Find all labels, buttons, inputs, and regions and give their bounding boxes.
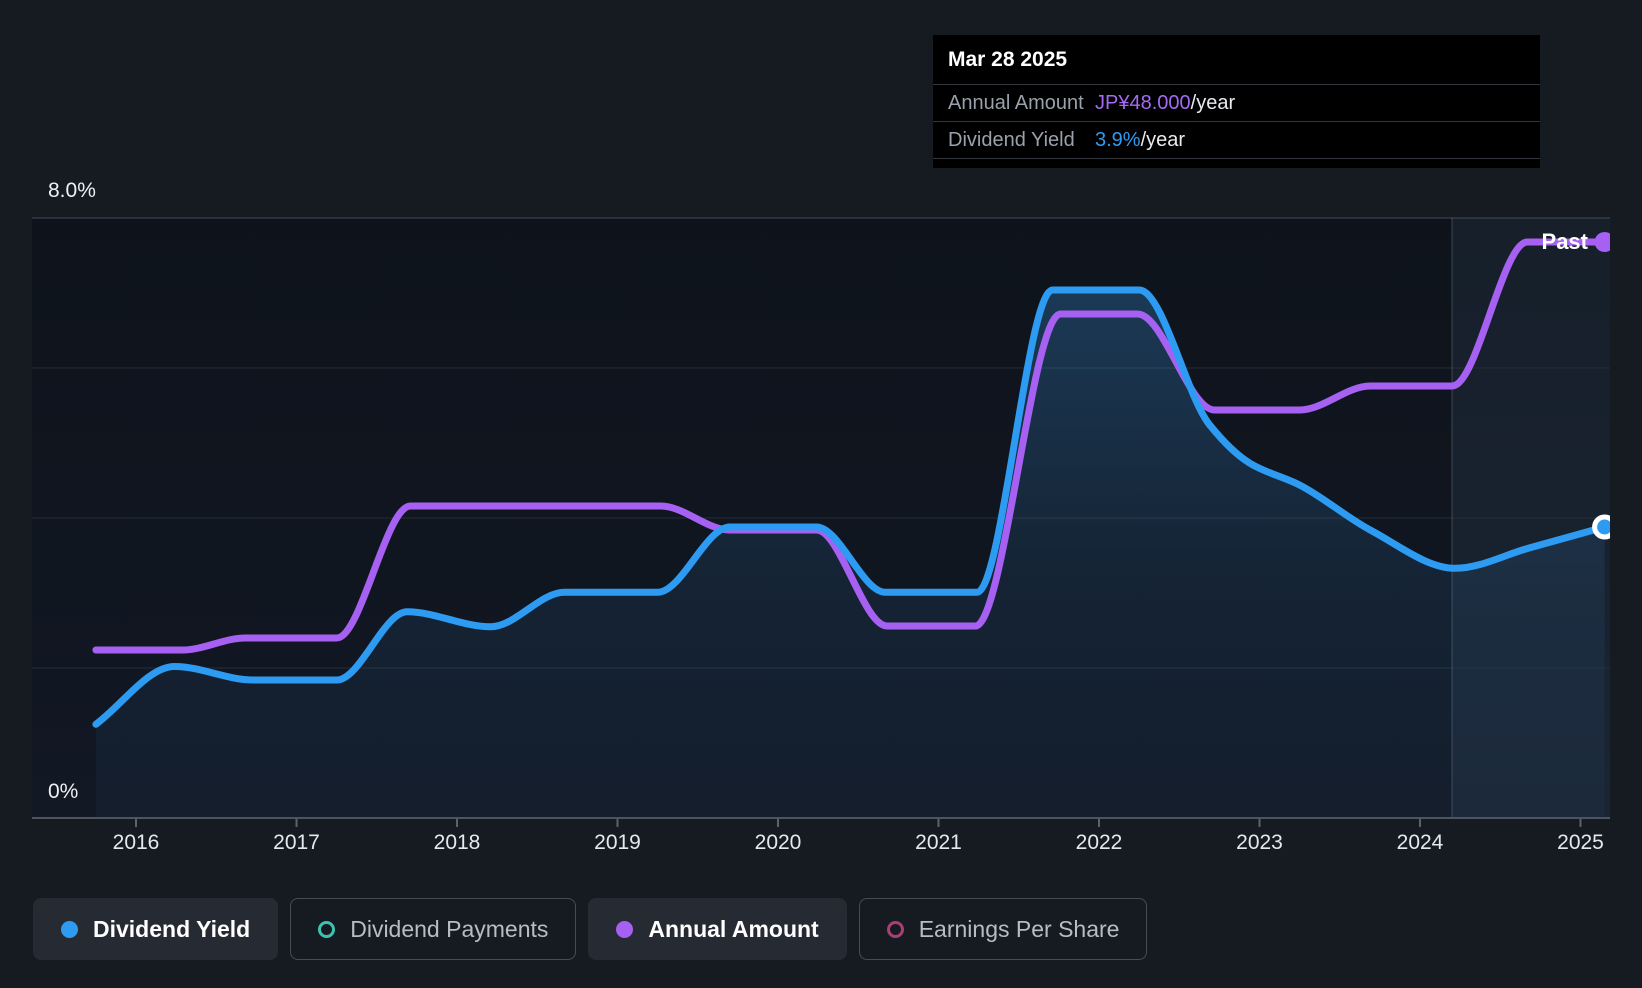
y-axis-label-top: 8.0% bbox=[48, 179, 96, 202]
x-axis-label-2021: 2021 bbox=[915, 831, 962, 854]
x-axis-label-2017: 2017 bbox=[273, 831, 320, 854]
legend-item-label: Dividend Yield bbox=[93, 915, 251, 942]
yield-area-fill bbox=[95, 290, 1605, 818]
legend-item-annual-amount[interactable]: Annual Amount bbox=[588, 898, 847, 960]
legend-item-dividend-payments[interactable]: Dividend Payments bbox=[290, 898, 577, 960]
x-axis-label-2018: 2018 bbox=[433, 831, 481, 854]
tooltip-bottom-rule bbox=[933, 158, 1540, 168]
annual-amount-marker-icon bbox=[616, 920, 634, 938]
past-region-label: Past bbox=[1541, 229, 1588, 254]
tooltip-date: Mar 28 2025 bbox=[948, 48, 1068, 71]
x-axis-label-2022: 2022 bbox=[1075, 831, 1123, 854]
tooltip-value-suffix: /year bbox=[1140, 128, 1186, 151]
tooltip-label: Annual Amount bbox=[948, 91, 1084, 114]
tooltip-label: Dividend Yield bbox=[948, 128, 1075, 151]
dividend-payments-marker-icon bbox=[318, 920, 336, 938]
tooltip-value: 3.9% bbox=[1095, 128, 1141, 151]
tooltip-value-suffix: /year bbox=[1190, 91, 1236, 114]
legend-item-label: Dividend Payments bbox=[350, 915, 549, 942]
legend-item-label: Annual Amount bbox=[648, 915, 819, 942]
chart-tooltip: Mar 28 2025 Annual Amount JP¥48.000 /yea… bbox=[933, 35, 1540, 168]
x-axis-label-2024: 2024 bbox=[1396, 831, 1444, 854]
earnings-per-share-marker-icon bbox=[886, 920, 904, 938]
legend-item-dividend-yield[interactable]: Dividend Yield bbox=[33, 898, 279, 960]
dividend-yield-marker-icon bbox=[61, 920, 78, 938]
tooltip-row-annual-amount: Annual Amount JP¥48.000 /year bbox=[933, 84, 1540, 121]
dividend-yield-end-marker[interactable] bbox=[1592, 514, 1615, 540]
dividend-yield-line[interactable] bbox=[92, 286, 1609, 728]
x-axis-label-2025: 2025 bbox=[1557, 831, 1604, 854]
annual-amount-line[interactable] bbox=[92, 238, 1609, 654]
chart-legend: Dividend Yield Dividend Payments Annual Am… bbox=[33, 898, 1148, 960]
legend-item-earnings-per-share[interactable]: Earnings Per Share bbox=[858, 898, 1148, 960]
tooltip-value: JP¥48.000 bbox=[1095, 91, 1191, 114]
x-axis-label-2020: 2020 bbox=[754, 831, 802, 854]
x-axis-label-2016: 2016 bbox=[112, 831, 160, 854]
x-axis-label-2023: 2023 bbox=[1236, 831, 1283, 854]
annual-amount-end-marker[interactable] bbox=[1594, 232, 1615, 252]
tooltip-row-dividend-yield: Dividend Yield 3.9% /year bbox=[933, 121, 1540, 158]
x-axis-label-2019: 2019 bbox=[594, 831, 641, 854]
legend-item-label: Earnings Per Share bbox=[918, 915, 1120, 942]
y-axis-label-bottom: 0% bbox=[48, 780, 79, 803]
